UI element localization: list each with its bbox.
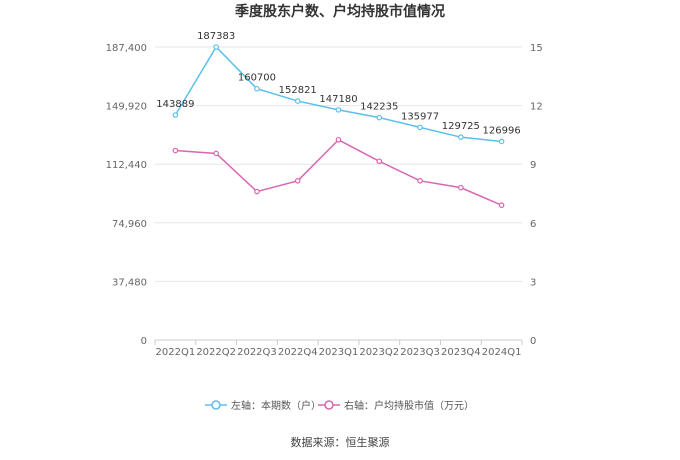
data-label: 142235 (360, 102, 398, 113)
y-left-tick-label: 112,440 (106, 160, 147, 171)
data-label: 152821 (279, 85, 317, 96)
legend-swatch-marker (211, 400, 221, 410)
series-1-point (213, 44, 219, 50)
series-1-point (376, 114, 383, 121)
series-1-point (335, 107, 342, 113)
data-label: 187383 (197, 31, 235, 42)
series-2-point (458, 184, 464, 191)
y-right-tick-label: 9 (530, 160, 536, 171)
x-tick-label: 2023Q3 (400, 347, 440, 358)
x-tick-label: 2023Q1 (319, 347, 359, 358)
y-right-tick-label: 12 (530, 102, 543, 113)
series-line-2 (175, 138, 502, 206)
data-label: 143889 (156, 99, 194, 110)
data-label: 129725 (442, 121, 480, 132)
axes: 0 0 37,480 3 74,960 6 112,440 9 149,920 12 187,400… (106, 43, 543, 358)
series-2-point (294, 178, 301, 184)
series-2-point (254, 188, 260, 195)
series-2-point (498, 202, 505, 209)
y-left-tick-label: 37,480 (112, 277, 147, 288)
y-left-tick-label: 187,400 (106, 43, 147, 54)
data-label: 160700 (238, 73, 276, 84)
y-right-tick-label: 6 (530, 219, 536, 230)
x-tick-label: 2022Q4 (278, 347, 318, 358)
series-1-point (458, 134, 464, 140)
y-left-tick-label: 0 (141, 336, 147, 347)
series-1-point (172, 112, 179, 118)
y-right-tick-label: 0 (530, 336, 536, 347)
series-1-point (498, 138, 505, 145)
x-tick-label: 2022Q1 (156, 347, 196, 358)
legend: 左轴：本期数（户） 右轴：户均持股市值（万元） (205, 399, 474, 412)
legend-label-2: 右轴：户均持股市值（万元） (344, 399, 474, 412)
data-label: 135977 (401, 111, 439, 122)
series-1-point (417, 124, 423, 131)
grid (155, 46, 522, 341)
y-right-tick-label: 3 (530, 277, 536, 288)
series-group: 143889 187383 1607001528211471801422351359… (156, 31, 521, 209)
x-tick-label: 2022Q3 (237, 347, 277, 358)
series-2-point (335, 136, 342, 143)
legend-swatch-marker (324, 400, 334, 410)
series-2-point (417, 178, 423, 184)
x-tick-label: 2023Q2 (359, 347, 399, 358)
x-tick-label: 2022Q2 (196, 347, 236, 358)
x-tick-label: 2024Q1 (482, 347, 522, 358)
series-1-point (294, 98, 301, 104)
legend-label-1: 左轴：本期数（户） (231, 399, 321, 412)
data-label: 126996 (483, 125, 521, 136)
y-left-tick-label: 149,920 (106, 102, 147, 113)
series-1-point (254, 85, 260, 92)
series-2-point (213, 150, 219, 157)
x-tick-label: 2023Q4 (441, 347, 481, 358)
y-left-tick-label: 74,960 (112, 219, 147, 230)
y-right-tick-label: 15 (530, 43, 543, 54)
chart-title: 季度股东户数、户均持股市值情况 (234, 3, 445, 20)
series-2-point (376, 158, 383, 165)
source-note: 数据来源：恒生聚源 (291, 435, 390, 449)
data-label: 147180 (319, 94, 357, 105)
series-2-point (172, 147, 179, 154)
